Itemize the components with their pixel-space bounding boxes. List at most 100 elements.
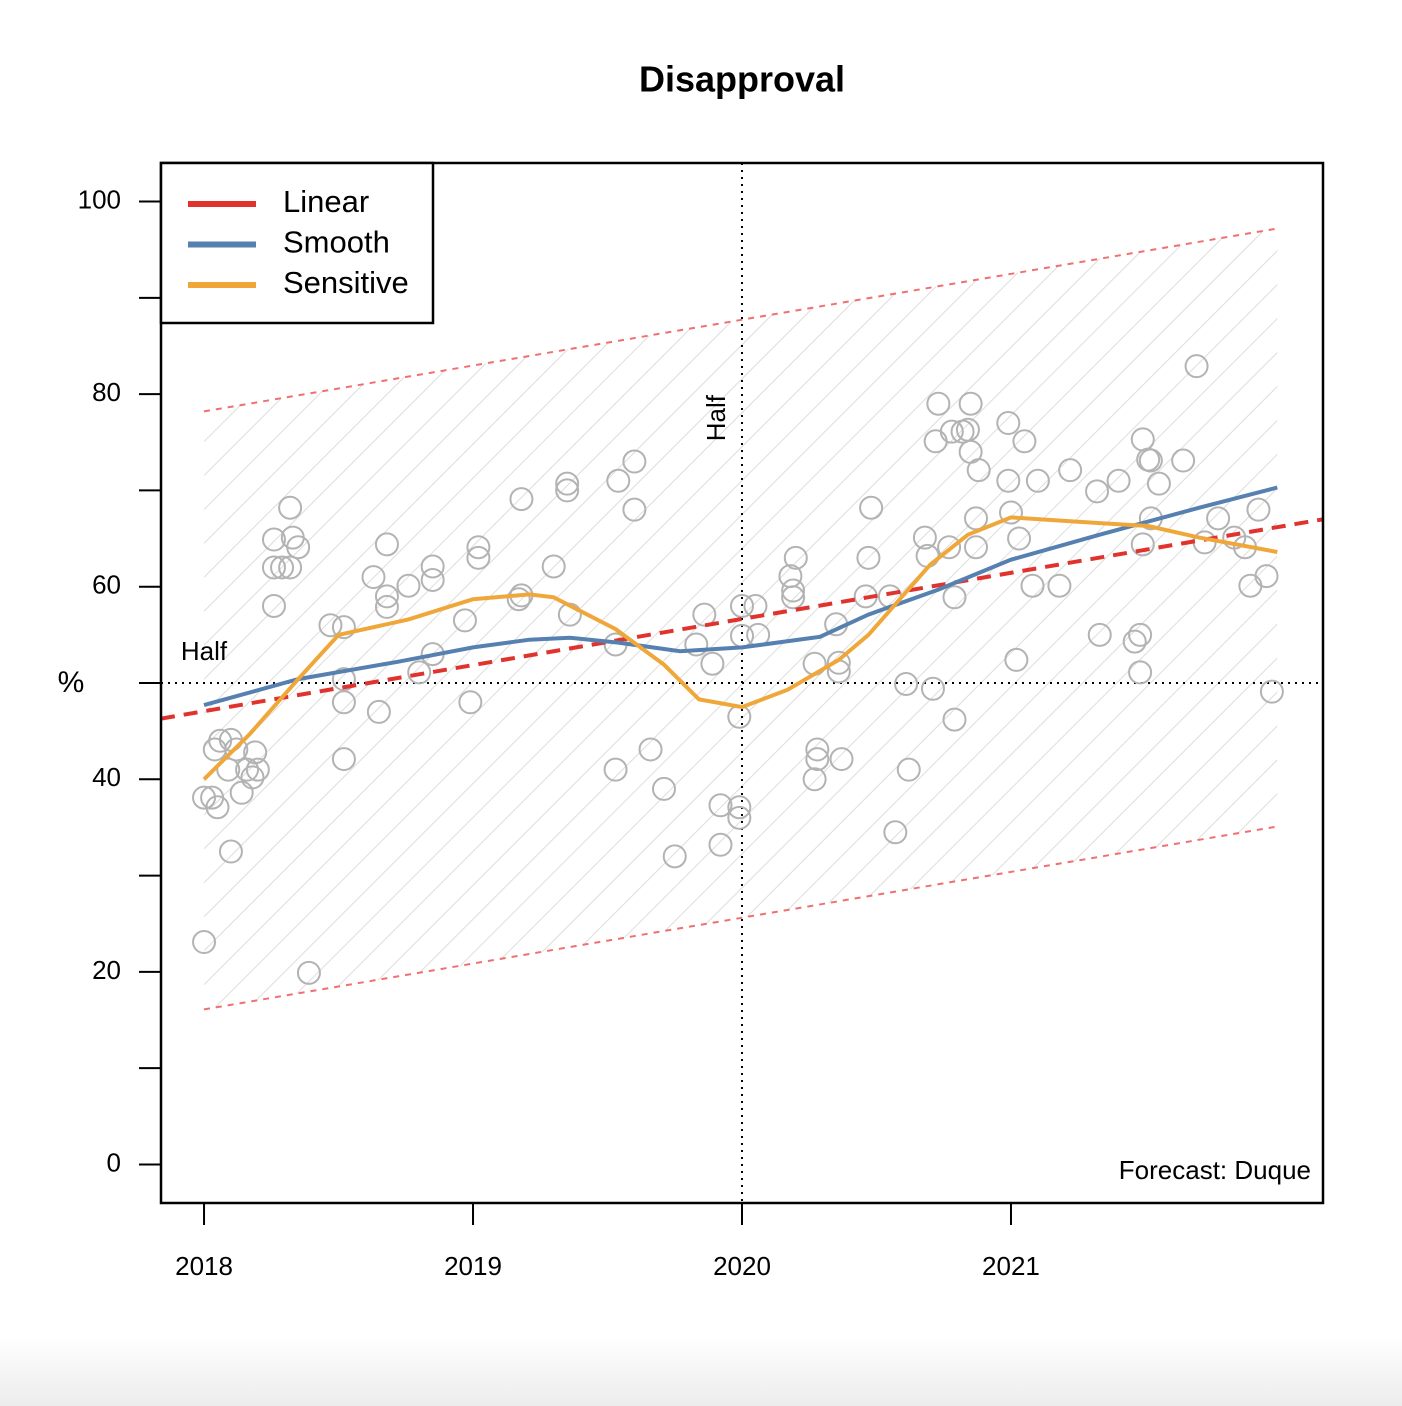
data-point [1085, 479, 1110, 504]
reference-hline-label: Half [181, 636, 228, 666]
data-point [958, 391, 983, 416]
data-point [781, 585, 806, 610]
data-point [1254, 564, 1279, 589]
data-point [996, 468, 1021, 493]
data-point [1020, 573, 1045, 598]
data-point [224, 737, 249, 762]
data-point [396, 573, 421, 598]
data-point [555, 478, 580, 503]
data-point [996, 411, 1021, 435]
data-point [318, 613, 343, 638]
y-tick-label: 60 [92, 570, 121, 600]
data-point [783, 545, 808, 570]
data-point [651, 776, 676, 801]
data-point [1130, 532, 1155, 557]
data-point [805, 747, 830, 772]
data-point [805, 737, 830, 762]
data-point [296, 960, 321, 985]
data-point [1012, 429, 1037, 454]
data-point [261, 593, 286, 618]
data-point [829, 747, 854, 772]
data-point [331, 667, 356, 692]
data-point [361, 565, 386, 590]
legend-label: Linear [283, 184, 369, 219]
data-point [331, 747, 356, 772]
data-point [278, 555, 303, 580]
x-tick-label: 2020 [713, 1251, 771, 1281]
data-point [939, 419, 964, 444]
y-tick-label: 40 [92, 762, 121, 792]
data-point [926, 391, 951, 416]
data-point [1106, 468, 1131, 493]
y-axis-label: % [58, 666, 85, 699]
data-point [1025, 468, 1050, 493]
band-upper [203, 227, 1278, 413]
data-point [1128, 660, 1153, 685]
data-point [603, 757, 628, 782]
data-point [374, 594, 399, 619]
data-point [458, 690, 483, 715]
data-point [964, 535, 989, 560]
data-point [920, 676, 945, 701]
data-point [331, 615, 356, 640]
data-point [216, 757, 241, 782]
data-point [420, 567, 445, 592]
data-point [894, 671, 919, 696]
trend-line [202, 515, 1278, 781]
data-point [937, 535, 962, 560]
legend-label: Sensitive [283, 265, 409, 300]
data-point [730, 593, 754, 618]
data-point [942, 585, 967, 610]
data-point [638, 737, 663, 762]
data-point [240, 765, 265, 790]
data-point [826, 650, 851, 675]
data-point [509, 487, 534, 512]
data-point [466, 545, 491, 570]
data-point [1206, 506, 1231, 531]
data-point [622, 449, 647, 474]
overlay: 0 20 40 60 80 100 2018 2019 2020 2021 Half Half Line… [78, 161, 1311, 1281]
annotation: Forecast: Duque [1119, 1155, 1311, 1185]
data-point [452, 608, 477, 633]
data-point [270, 555, 295, 580]
chart-title: Disapproval [639, 59, 845, 100]
trend-line [161, 517, 1323, 721]
data-point [856, 545, 881, 570]
data-point [555, 471, 580, 496]
data-point [374, 584, 399, 609]
data-point [1246, 497, 1271, 522]
data-point [1122, 629, 1147, 654]
data-point [942, 707, 967, 732]
data-point [692, 602, 717, 627]
data-point [708, 793, 733, 818]
data-point [662, 844, 687, 869]
data-point [700, 651, 725, 676]
data-point [684, 632, 709, 657]
window-shade [0, 1336, 1402, 1406]
data-point [243, 740, 268, 765]
data-point [420, 554, 445, 579]
data-point [912, 525, 937, 550]
data-point [802, 767, 827, 792]
data-point [1128, 622, 1153, 647]
data-point [245, 757, 270, 782]
reference-vline-label: Half [701, 394, 731, 441]
data-point [1004, 647, 1029, 672]
data-point [1087, 622, 1112, 647]
data-point [1138, 448, 1163, 473]
data-point [1058, 458, 1083, 483]
data-point [407, 660, 432, 685]
data-point [781, 578, 806, 603]
x-tick-label: 2019 [444, 1251, 502, 1281]
data-point [541, 554, 566, 579]
data-point [218, 839, 243, 864]
data-point [1047, 573, 1072, 598]
data-point [896, 757, 921, 782]
x-tick-label: 2018 [175, 1251, 233, 1281]
data-point [606, 468, 631, 493]
y-tick-label: 80 [92, 377, 121, 407]
data-point [998, 500, 1023, 525]
y-tick-label: 0 [107, 1147, 121, 1177]
